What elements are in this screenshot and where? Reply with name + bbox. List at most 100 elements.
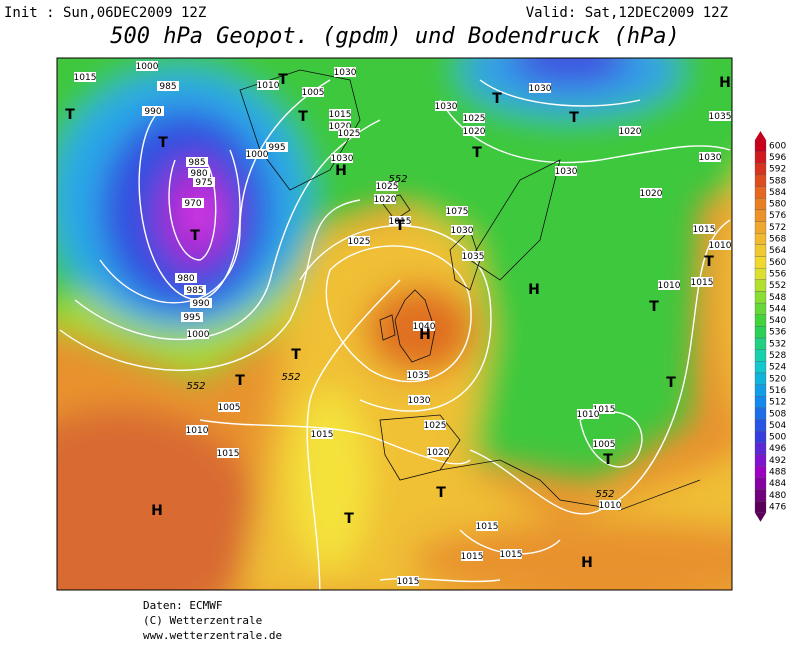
isobar-label: 1015 (389, 216, 411, 227)
label-box (338, 128, 360, 138)
colorbar-label: 592 (769, 165, 786, 175)
label-box (451, 225, 473, 235)
isobar-value: 1025 (424, 421, 447, 431)
isobar-label: 985 (157, 81, 179, 92)
isobar-value: 1010 (658, 281, 681, 291)
label-box (462, 251, 484, 261)
isobar-label: 1000 (136, 61, 159, 72)
colorbar-label: 564 (769, 246, 786, 256)
label-box (246, 149, 268, 159)
colorbar-cell (754, 174, 767, 187)
label-box (74, 72, 96, 82)
isobar-label: 1015 (311, 429, 334, 440)
colorbar-cell (754, 337, 767, 350)
isobar-value: 1000 (187, 330, 210, 340)
isobar-label: 1015 (476, 521, 499, 532)
label-box (175, 273, 197, 283)
colorbar-cell (754, 233, 767, 245)
isobar-label: 1000 (187, 329, 210, 340)
colorbar-cell (754, 279, 767, 292)
isobar-value: 1025 (376, 182, 399, 192)
isobar-value: 1030 (331, 154, 354, 164)
label-box (389, 216, 411, 226)
label-box (413, 321, 435, 331)
label-box (693, 224, 715, 234)
isobar-value: 1035 (709, 112, 732, 122)
isobar-label: 1010 (577, 409, 600, 420)
colorbar-label: 596 (769, 153, 786, 163)
label-box (182, 198, 204, 208)
isobar-label: 1030 (331, 153, 354, 164)
init-time: Init : Sun,06DEC2009 12Z (4, 5, 206, 21)
colorbar-cell (754, 244, 767, 257)
isobar-value: 1030 (334, 68, 357, 78)
pressure-center: T (492, 91, 502, 107)
colorbar-cell (754, 419, 767, 432)
colorbar-label: 580 (769, 200, 786, 210)
isobar-value: 1030 (555, 167, 578, 177)
isobar-value: 1015 (217, 449, 240, 459)
pressure-center: H (151, 503, 163, 519)
isobar-label: 1030 (408, 395, 431, 406)
isobar-label: 1025 (376, 181, 399, 192)
pressure-center: T (344, 511, 354, 527)
label-box (709, 111, 731, 121)
pressure-center: T (569, 110, 579, 126)
label-box (187, 329, 209, 339)
label-box (186, 157, 208, 167)
isobar-label: 1020 (640, 188, 663, 199)
isobar-value: 1000 (246, 150, 269, 160)
isobar-value: 1015 (476, 522, 499, 532)
colorbar-cell (754, 291, 767, 304)
label-box (424, 420, 446, 430)
label-box (331, 153, 353, 163)
isobar-value: 1015 (74, 73, 97, 83)
footer-line: www.wetterzentrale.de (143, 629, 282, 642)
label-box (190, 298, 212, 308)
isobar-value: 995 (183, 313, 200, 323)
isobar-label: 1030 (435, 101, 458, 112)
colorbar-cell (754, 384, 767, 397)
pressure-center: T (235, 373, 245, 389)
pressure-center: H (528, 282, 540, 298)
label-box (699, 152, 721, 162)
label-box (446, 206, 468, 216)
pressure-center: T (298, 109, 308, 125)
label-box (348, 236, 370, 246)
colorbar-label: 504 (769, 421, 786, 431)
colorbar-label: 516 (769, 386, 786, 396)
label-box (193, 177, 215, 187)
isobar-value: 995 (268, 143, 285, 153)
pressure-center: T (666, 375, 676, 391)
colorbar-label: 536 (769, 328, 786, 338)
label-box (157, 81, 179, 91)
isobar-label: 1015 (693, 224, 715, 235)
isobar-label: 995 (266, 142, 288, 153)
map-frame (56, 57, 733, 591)
colorbar-label: 600 (769, 141, 786, 151)
colorbar-label: 492 (769, 456, 786, 466)
pressure-center: T (65, 107, 75, 123)
map-field (57, 58, 732, 590)
colorbar-label: 572 (769, 223, 786, 233)
isobar-value: 1020 (463, 127, 486, 137)
isobar-label: 1020 (427, 447, 450, 458)
label-box (593, 439, 615, 449)
colorbar-label: 480 (769, 491, 786, 501)
isobar-label: 1010 (709, 240, 732, 251)
isobar-value: 1015 (311, 430, 334, 440)
isobar-value: 975 (195, 178, 212, 188)
isobar-label: 1005 (302, 87, 324, 98)
isobar-label: 1030 (334, 67, 357, 78)
colorbar-cell (754, 396, 767, 409)
geopotential-label: 552 (281, 372, 300, 383)
label-box (266, 142, 288, 152)
colorbar-label: 476 (769, 502, 786, 512)
label-box (427, 447, 449, 457)
isobar-value: 985 (159, 82, 176, 92)
isobar-label: 1025 (424, 420, 447, 431)
isobar-label: 985 (184, 285, 206, 296)
colorbar-label: 576 (769, 211, 786, 221)
isobar-value: 1030 (699, 153, 722, 163)
label-box (658, 280, 680, 290)
